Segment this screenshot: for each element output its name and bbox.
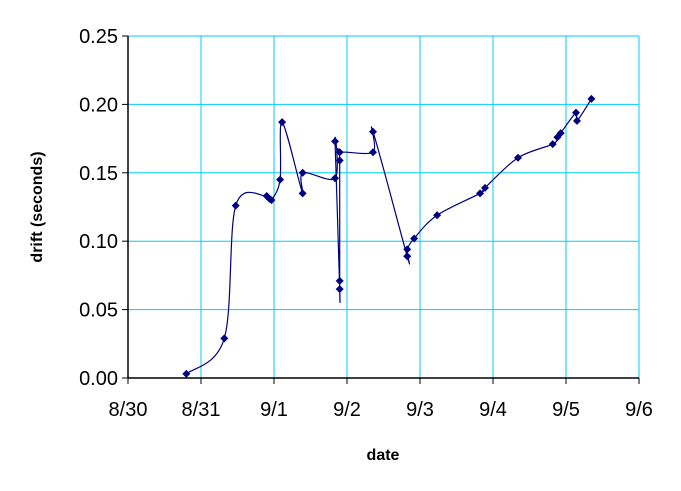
data-point-marker bbox=[278, 118, 287, 127]
data-point-marker bbox=[182, 369, 191, 378]
data-point-marker bbox=[276, 175, 285, 184]
x-tick-label: 9/6 bbox=[625, 399, 653, 421]
y-tick-label: 0.20 bbox=[79, 94, 118, 116]
x-tick-label: 9/4 bbox=[479, 399, 507, 421]
data-point-marker bbox=[220, 334, 229, 343]
y-tick-label: 0.15 bbox=[79, 163, 118, 185]
data-point-marker bbox=[571, 108, 580, 117]
x-axis-title: date bbox=[367, 447, 400, 464]
y-tick-label: 0.05 bbox=[79, 300, 118, 322]
y-tick-label: 0.25 bbox=[79, 26, 118, 48]
series-markers bbox=[182, 94, 596, 378]
x-tick-label: 9/3 bbox=[406, 399, 434, 421]
data-point-marker bbox=[433, 211, 442, 220]
data-point-marker bbox=[513, 153, 522, 162]
data-point-marker bbox=[331, 174, 340, 183]
grid bbox=[128, 35, 640, 378]
data-point-marker bbox=[335, 285, 344, 294]
data-point-marker bbox=[369, 148, 378, 157]
y-tick-label: 0.00 bbox=[79, 368, 118, 390]
data-point-marker bbox=[267, 196, 276, 205]
y-tick-label: 0.10 bbox=[79, 231, 118, 253]
data-point-marker bbox=[231, 201, 240, 210]
series-line bbox=[185, 98, 592, 375]
data-point-marker bbox=[403, 252, 412, 261]
x-tick-label: 8/31 bbox=[182, 399, 221, 421]
data-point-marker bbox=[476, 189, 485, 198]
x-tick-label: 9/1 bbox=[260, 399, 288, 421]
data-point-marker bbox=[331, 137, 340, 146]
y-axis-title: drift (seconds) bbox=[29, 151, 46, 262]
data-point-marker bbox=[548, 140, 557, 149]
x-tick-label: 9/5 bbox=[552, 399, 580, 421]
data-point-marker bbox=[298, 168, 307, 177]
data-point-marker bbox=[410, 234, 419, 243]
data-point-marker bbox=[369, 127, 378, 136]
axes bbox=[122, 35, 640, 384]
data-point-marker bbox=[556, 129, 565, 138]
x-tick-label: 8/30 bbox=[109, 399, 148, 421]
data-point-marker bbox=[335, 148, 344, 157]
data-point-marker bbox=[298, 189, 307, 198]
data-point-marker bbox=[480, 183, 489, 192]
data-point-marker bbox=[403, 245, 412, 254]
data-point-marker bbox=[335, 276, 344, 285]
x-tick-label: 9/2 bbox=[333, 399, 361, 421]
data-point-marker bbox=[587, 94, 596, 103]
data-point-marker bbox=[335, 156, 344, 165]
tick-labels: 0.00 0.05 0.10 0.15 0.20 0.25 8/30 8/31 9/1 9/2 9/… bbox=[79, 26, 653, 421]
data-point-marker bbox=[573, 116, 582, 125]
